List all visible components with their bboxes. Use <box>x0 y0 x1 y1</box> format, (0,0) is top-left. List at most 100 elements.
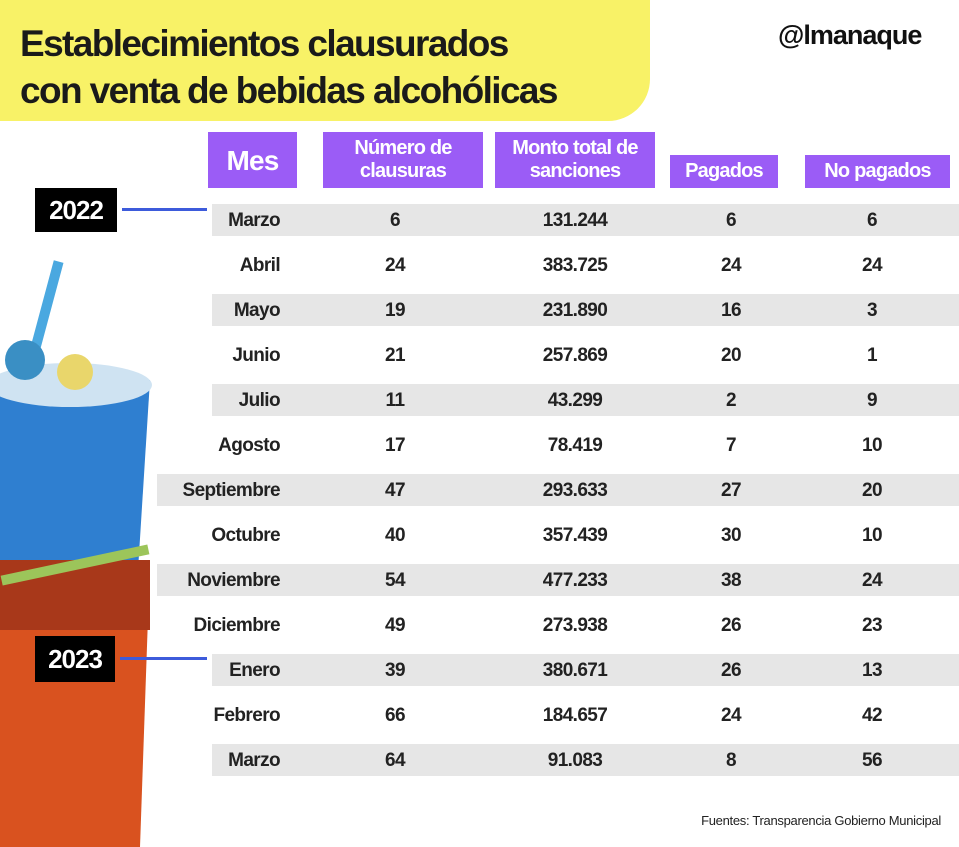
table-row: Noviembre 54 477.233 38 24 <box>157 564 959 596</box>
cell-mes: Marzo <box>228 210 281 231</box>
cell-mes: Enero <box>229 660 280 681</box>
table-row: Mayo 19 231.890 16 3 <box>212 294 959 326</box>
header-numero-clausuras: Número de clausuras <box>323 132 483 188</box>
table-row: Diciembre 49 273.938 26 23 <box>194 609 959 641</box>
cell-pagados: 24 <box>721 255 742 276</box>
cell-numero-clausuras: 40 <box>385 525 406 546</box>
cell-no-pagados: 23 <box>862 615 883 636</box>
cell-pagados: 6 <box>726 210 737 231</box>
cell-monto-total: 293.633 <box>542 480 608 501</box>
table-row: Septiembre 47 293.633 27 20 <box>157 474 959 506</box>
cell-monto-total: 131.244 <box>542 210 608 231</box>
cell-pagados: 26 <box>721 615 742 636</box>
chili-rim <box>0 560 150 630</box>
cell-monto-total: 477.233 <box>542 570 608 591</box>
header-no-pagados: No pagados <box>805 155 950 188</box>
drinks-photo <box>0 260 152 847</box>
gummy-candies <box>57 354 93 390</box>
cell-numero-clausuras: 49 <box>385 615 406 636</box>
cell-mes: Febrero <box>213 705 280 726</box>
title-line-2: con venta de bebidas alcohólicas <box>20 70 558 111</box>
year-label-2022: 2022 <box>35 188 117 232</box>
cell-pagados: 30 <box>721 525 742 546</box>
cell-numero-clausuras: 21 <box>385 345 406 366</box>
cell-no-pagados: 42 <box>862 705 883 726</box>
cell-no-pagados: 6 <box>867 210 878 231</box>
title-banner <box>0 0 650 121</box>
cell-pagados: 8 <box>726 750 737 771</box>
cell-pagados: 2 <box>726 390 737 411</box>
title-line-1: Establecimientos clausurados <box>20 23 509 64</box>
cell-no-pagados: 24 <box>862 570 883 591</box>
source-note: Fuentes: Transparencia Gobierno Municipa… <box>701 813 941 828</box>
table-row: Marzo 6 131.244 6 6 <box>212 204 959 236</box>
cell-numero-clausuras: 39 <box>385 660 406 681</box>
cell-no-pagados: 10 <box>862 525 883 546</box>
header-mes: Mes <box>208 132 297 188</box>
table-row: Julio 11 43.299 2 9 <box>212 384 959 416</box>
year-label-2023: 2023 <box>35 636 115 682</box>
cell-mes: Octubre <box>211 525 280 546</box>
cell-mes: Abril <box>239 255 281 276</box>
blue-cup <box>0 380 150 570</box>
cell-no-pagados: 20 <box>862 480 883 501</box>
cell-monto-total: 357.439 <box>542 525 608 546</box>
cell-numero-clausuras: 54 <box>385 570 406 591</box>
cell-mes: Mayo <box>233 300 281 321</box>
cell-numero-clausuras: 66 <box>385 705 406 726</box>
table-row: Agosto 17 78.419 7 10 <box>212 429 959 461</box>
cell-numero-clausuras: 64 <box>385 750 406 771</box>
header-numero-label: Número de clausuras <box>354 137 452 182</box>
cell-numero-clausuras: 6 <box>390 210 401 231</box>
table-row: Febrero 66 184.657 24 42 <box>212 699 959 731</box>
cell-pagados: 38 <box>721 570 742 591</box>
blue-straw <box>30 260 64 350</box>
cell-mes: Diciembre <box>193 615 281 636</box>
cell-pagados: 16 <box>721 300 742 321</box>
cell-no-pagados: 13 <box>862 660 883 681</box>
table-row: Octubre 40 357.439 30 10 <box>211 519 959 551</box>
cell-numero-clausuras: 24 <box>385 255 406 276</box>
cell-numero-clausuras: 19 <box>385 300 406 321</box>
cell-monto-total: 78.419 <box>547 435 603 456</box>
cell-monto-total: 91.083 <box>547 750 603 771</box>
cell-pagados: 20 <box>721 345 742 366</box>
header-monto-label: Monto total de sanciones <box>512 137 638 182</box>
cell-pagados: 24 <box>721 705 742 726</box>
year-connector-2023 <box>120 657 207 660</box>
cell-monto-total: 380.671 <box>542 660 608 681</box>
cell-mes: Junio <box>232 345 280 366</box>
cell-numero-clausuras: 17 <box>385 435 406 456</box>
header-monto-total: Monto total de sanciones <box>495 132 655 188</box>
cell-pagados: 26 <box>721 660 742 681</box>
table-row: Marzo 64 91.083 8 56 <box>212 744 959 776</box>
almanaque-logo: @lmanaque <box>778 20 922 50</box>
cell-pagados: 27 <box>721 480 742 501</box>
year-connector-2022 <box>122 208 207 211</box>
cell-numero-clausuras: 47 <box>385 480 406 501</box>
cell-monto-total: 231.890 <box>542 300 608 321</box>
cell-mes: Agosto <box>218 435 280 456</box>
table-row: Junio 21 257.869 20 1 <box>212 339 959 371</box>
cell-monto-total: 257.869 <box>542 345 608 366</box>
cell-no-pagados: 1 <box>867 345 878 366</box>
cell-mes: Marzo <box>228 750 281 771</box>
page-title: Establecimientos clausurados con venta d… <box>20 20 558 114</box>
cell-no-pagados: 24 <box>862 255 883 276</box>
cell-monto-total: 383.725 <box>542 255 608 276</box>
table-row: Abril 24 383.725 24 24 <box>212 249 959 281</box>
cell-no-pagados: 56 <box>862 750 883 771</box>
cell-monto-total: 184.657 <box>542 705 608 726</box>
cell-numero-clausuras: 11 <box>385 390 405 411</box>
cell-mes: Julio <box>238 390 281 411</box>
cell-pagados: 7 <box>726 435 737 456</box>
cell-monto-total: 43.299 <box>547 390 603 411</box>
header-pagados: Pagados <box>670 155 778 188</box>
table-row: Enero 39 380.671 26 13 <box>212 654 959 686</box>
cell-mes: Septiembre <box>182 480 281 501</box>
cell-monto-total: 273.938 <box>542 615 608 636</box>
cell-no-pagados: 9 <box>867 390 878 411</box>
cell-no-pagados: 10 <box>862 435 883 456</box>
cell-no-pagados: 3 <box>867 300 878 321</box>
red-drink <box>0 560 150 847</box>
